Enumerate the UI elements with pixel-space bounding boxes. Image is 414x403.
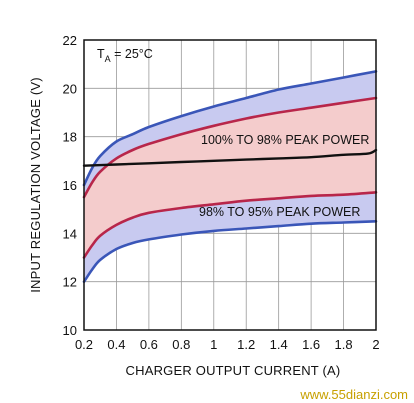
plot-frame xyxy=(83,39,377,331)
bands xyxy=(84,71,376,282)
upper-red-curve xyxy=(82,96,378,199)
condition-value: = 25°C xyxy=(111,47,153,61)
x-tick-label: 0.4 xyxy=(107,337,125,352)
x-tick-label: 0.8 xyxy=(172,337,190,352)
watermark-background xyxy=(296,383,414,403)
y-tick-label: 16 xyxy=(63,178,77,193)
x-tick-label: 1.8 xyxy=(335,337,353,352)
y-tick-label: 10 xyxy=(63,323,77,338)
x-tick-label: 1.6 xyxy=(302,337,320,352)
x-tick-label: 1.4 xyxy=(270,337,288,352)
condition-subscript: A xyxy=(105,54,111,64)
condition-label: TA = 25°C xyxy=(97,47,153,64)
condition-symbol: T xyxy=(97,47,105,61)
x-tick-label: 0.6 xyxy=(140,337,158,352)
red-band xyxy=(84,98,376,258)
watermark: www.55dianzi.com xyxy=(299,387,408,402)
tick-labels: 0.2 0.4 0.6 0.8 1 1.2 1.4 1.6 1.8 2 10 12 14 16 18 20 22 xyxy=(63,33,380,352)
y-tick-label: 18 xyxy=(63,130,77,145)
lower-blue-curve xyxy=(82,220,378,283)
y-axis-title: INPUT REGULATION VOLTAGE (V) xyxy=(28,77,43,293)
x-tick-label: 0.2 xyxy=(75,337,93,352)
x-axis-title: CHARGER OUTPUT CURRENT (A) xyxy=(126,363,341,378)
lower-red-curve xyxy=(82,191,378,259)
upper-blue-curve xyxy=(82,70,378,187)
y-tick-label: 20 xyxy=(63,81,77,96)
y-tick-label: 22 xyxy=(63,33,77,48)
annotation-lower-band: 98% TO 95% PEAK POWER xyxy=(199,205,360,219)
black-reference-line xyxy=(82,148,378,167)
x-tick-label: 1 xyxy=(210,337,217,352)
x-tick-label: 1.2 xyxy=(237,337,255,352)
annotation-upper-band: 100% TO 98% PEAK POWER xyxy=(201,133,369,147)
x-tick-label: 2 xyxy=(372,337,379,352)
y-tick-label: 12 xyxy=(63,275,77,290)
y-tick-label: 14 xyxy=(63,226,77,241)
curves xyxy=(82,70,378,283)
